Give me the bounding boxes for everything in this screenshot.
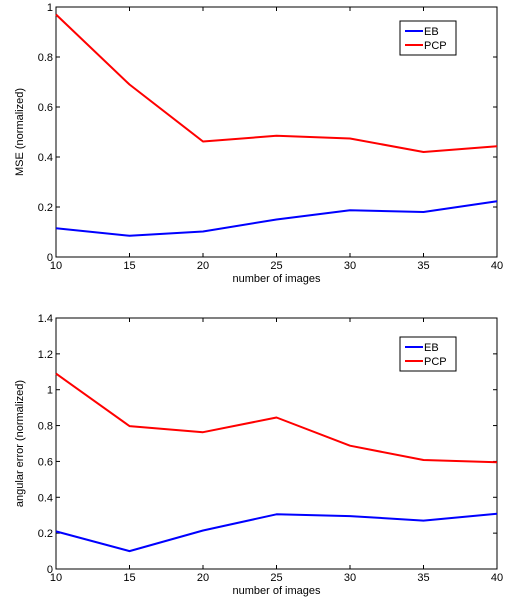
x-tick-label: 20 (197, 572, 209, 584)
x-tick-label: 25 (270, 260, 282, 272)
legend-box (399, 336, 457, 372)
chart-panel-1: 10 15 20 25 30 35 40 0 0.2 0.4 0.6 0.8 1 number of im… (14, 2, 503, 285)
x-axis-label: number of images (232, 273, 321, 285)
y-tick-label: 0.6 (38, 456, 53, 468)
y-tick-label: 0.4 (38, 492, 53, 504)
legend-label-pcp: PCP (424, 356, 447, 368)
y-tick-label: 0.2 (38, 528, 53, 540)
x-tick-label: 10 (50, 260, 62, 272)
chart-panel-2: 10 15 20 25 30 35 40 0 0.2 0.4 0.6 0.8 1 1.2 1.4 number… (14, 313, 503, 597)
legend-label-pcp: PCP (424, 40, 447, 52)
legend: EB PCP (399, 20, 457, 56)
y-axis-label: angular error (normalized) (14, 380, 26, 507)
y-tick-label: 0.8 (38, 52, 53, 64)
series-line-pcp (55, 13, 498, 153)
y-axis-label: MSE (normalized) (14, 88, 26, 176)
x-tick-label: 30 (344, 572, 356, 584)
legend-label-eb: EB (424, 26, 439, 38)
series-line-eb (55, 200, 498, 237)
y-tick-label: 1.4 (38, 313, 53, 325)
y-tick-label: 0.8 (38, 421, 53, 433)
y-tick-label: 1 (47, 2, 53, 14)
x-tick-label: 20 (197, 260, 209, 272)
x-tick-label: 25 (270, 572, 282, 584)
x-tick-label: 40 (491, 260, 503, 272)
series-line-pcp (55, 372, 498, 464)
x-tick-label: 15 (123, 260, 135, 272)
y-tick-label: 0 (47, 252, 53, 264)
y-tick-label: 0 (47, 564, 53, 576)
x-tick-label: 35 (417, 572, 429, 584)
legend-box (399, 20, 457, 56)
x-tick-label: 40 (491, 572, 503, 584)
x-tick-label: 15 (123, 572, 135, 584)
legend: EB PCP (399, 336, 457, 372)
x-tick-label: 35 (417, 260, 429, 272)
series-line-eb (55, 512, 498, 553)
y-tick-label: 0.4 (38, 152, 53, 164)
y-tick-label: 1.2 (38, 349, 53, 361)
y-tick-label: 0.2 (38, 202, 53, 214)
y-tick-label: 1 (47, 385, 53, 397)
legend-label-eb: EB (424, 342, 439, 354)
x-tick-label: 10 (50, 572, 62, 584)
y-tick-label: 0.6 (38, 102, 53, 114)
x-axis-label: number of images (232, 585, 321, 597)
x-tick-label: 30 (344, 260, 356, 272)
